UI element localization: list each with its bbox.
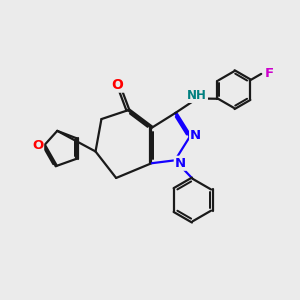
Text: NH: NH xyxy=(187,89,207,102)
Text: N: N xyxy=(190,129,201,142)
Text: F: F xyxy=(265,68,274,80)
Text: O: O xyxy=(32,139,43,152)
Text: O: O xyxy=(112,78,124,92)
Text: N: N xyxy=(175,157,186,170)
